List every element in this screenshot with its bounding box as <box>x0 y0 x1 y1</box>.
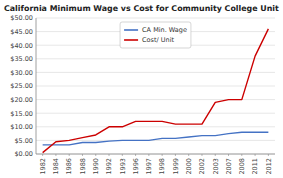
x-tick-label: 2008 <box>238 158 246 175</box>
x-tick-label: 2012 <box>265 158 273 175</box>
legend-swatch <box>124 29 138 31</box>
chart: California Minimum Wage vs Cost for Comm… <box>0 0 283 178</box>
x-tick <box>162 154 163 156</box>
grid-line <box>36 126 275 127</box>
title: California Minimum Wage vs Cost for Comm… <box>4 4 279 13</box>
grid-line <box>36 18 275 19</box>
grid-line <box>36 86 275 87</box>
x-axis: 1982 1984 1986 1988 1990 1992 1993 1996 1997 1998… <box>39 154 273 175</box>
x-axis-line <box>36 154 275 155</box>
y-tick-label: $5.00 <box>14 137 33 145</box>
x-tick <box>148 154 149 156</box>
x-tick <box>122 154 123 156</box>
y-tick-label: $50.00 <box>10 14 33 22</box>
legend-swatch <box>124 39 138 41</box>
x-tick-label: 2002 <box>198 158 206 175</box>
grid-line <box>36 58 275 59</box>
grid-line <box>36 72 275 73</box>
legend-box <box>120 22 191 48</box>
x-tick <box>188 154 189 156</box>
x-tick-label: 1986 <box>65 158 73 175</box>
legend-label: Cost/ Unit <box>142 36 174 44</box>
y-axis: $0.00 $5.00 $10.00 $15.00 $20.00 $25.00 $30.00… <box>10 14 275 158</box>
x-tick <box>241 154 242 156</box>
x-tick <box>55 154 56 156</box>
x-tick-label: 2000 <box>185 158 193 175</box>
x-tick-label: 1992 <box>105 158 113 175</box>
x-tick-label: 2011 <box>251 158 259 175</box>
x-tick <box>95 154 96 156</box>
x-tick <box>42 154 43 156</box>
y-tick-label: $25.00 <box>10 82 33 90</box>
y-tick-label: $15.00 <box>10 110 33 118</box>
y-tick-label: $45.00 <box>10 28 33 36</box>
x-tick <box>109 154 110 156</box>
y-tick-label: $40.00 <box>10 42 33 50</box>
x-tick <box>82 154 83 156</box>
x-tick <box>255 154 256 156</box>
y-tick-label: $0.00 <box>14 150 33 158</box>
x-tick-label: 1990 <box>92 158 100 175</box>
x-tick-label: 1996 <box>132 158 140 175</box>
x-tick-label: 1984 <box>52 158 60 175</box>
x-tick <box>175 154 176 156</box>
legend-label: CA Min. Wage <box>142 26 187 34</box>
x-tick-label: 1997 <box>145 158 153 175</box>
x-tick <box>69 154 70 156</box>
x-tick-label: 1993 <box>119 158 127 175</box>
x-tick <box>228 154 229 156</box>
y-tick-label: $30.00 <box>10 69 33 77</box>
legend: CA Min. Wage Cost/ Unit <box>120 22 191 48</box>
grid-line <box>36 113 275 114</box>
x-tick <box>215 154 216 156</box>
grid-line <box>36 154 275 155</box>
x-tick-label: 2003 <box>212 158 220 175</box>
x-tick-label: 2007 <box>225 158 233 175</box>
x-tick <box>268 154 269 156</box>
x-tick-label: 1982 <box>39 158 47 175</box>
y-tick-label: $20.00 <box>10 96 33 104</box>
x-tick <box>201 154 202 156</box>
x-tick-label: 1999 <box>172 158 180 175</box>
y-tick-label: $35.00 <box>10 55 33 63</box>
x-tick-label: 1988 <box>79 158 87 175</box>
y-axis-line <box>36 18 37 154</box>
x-tick <box>135 154 136 156</box>
y-tick-label: $10.00 <box>10 123 33 131</box>
x-tick-label: 1998 <box>158 158 166 175</box>
